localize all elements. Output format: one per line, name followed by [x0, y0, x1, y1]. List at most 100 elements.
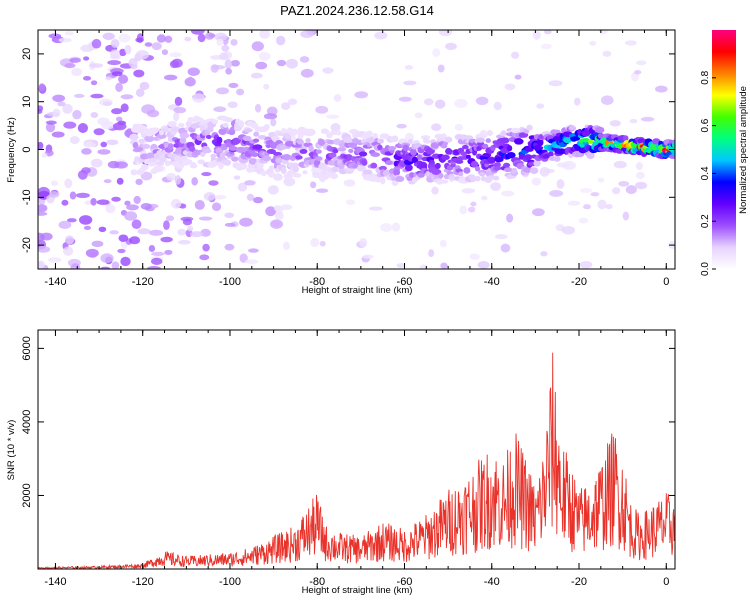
spectrogram-cell	[38, 204, 48, 213]
spectrogram-cell	[319, 240, 326, 247]
spectrogram-cell	[579, 261, 593, 269]
snr-ytick-label: 2000	[21, 483, 33, 507]
spectrogram-cell	[540, 43, 552, 50]
spectrogram-cell	[315, 105, 329, 114]
spectrogram-cell	[91, 240, 104, 248]
spectrogram-cell	[174, 96, 183, 106]
spectrogram-cell	[500, 130, 507, 136]
spectrogram-cell	[133, 69, 145, 78]
spectrogram-cell	[374, 31, 388, 40]
spectrogram-cell	[182, 158, 193, 165]
spectrogram-cell	[493, 162, 501, 168]
spectrogram-cell	[332, 148, 339, 154]
spectrogram-cell	[343, 179, 356, 187]
spectrogram-cell	[120, 103, 129, 113]
spectrogram-cell	[470, 160, 479, 168]
spectrogram-cell	[655, 85, 668, 93]
spectrogram-cell	[445, 42, 457, 51]
snr-xlabel: Height of straight line (km)	[302, 585, 413, 596]
spectrogram-cell	[218, 162, 224, 170]
snr-xtick-label: -40	[484, 576, 500, 588]
spectrogram-cell	[109, 49, 121, 59]
spectrogram-cell	[336, 130, 342, 136]
spectrogram-cell	[597, 199, 607, 210]
spectrogram-cell	[434, 99, 446, 109]
spectrogram-cell	[107, 60, 121, 66]
spectrogram-cell	[461, 144, 469, 150]
spectrogram-cell	[82, 75, 92, 81]
spectrogram-cell	[224, 243, 235, 251]
spectrogram-cell	[47, 257, 62, 263]
spectrogram-cell	[578, 217, 589, 224]
spectrogram-cell	[333, 94, 342, 103]
spectrogram-xtick-label: -20	[571, 276, 587, 288]
spectrogram-cell	[214, 194, 227, 200]
spectrogram-cell	[51, 131, 65, 138]
colorbar-tick-label: 0.0	[700, 262, 711, 276]
spectrogram-cell	[536, 139, 544, 147]
spectrogram-cell	[314, 156, 323, 161]
colorbar-tick-label: 0.2	[700, 214, 711, 228]
spectrogram-cell	[83, 141, 96, 148]
spectrogram-cell	[293, 173, 302, 178]
spectrogram-cell	[331, 166, 340, 173]
spectrogram-cell	[115, 82, 123, 93]
spectrogram-cell	[438, 173, 444, 179]
spectrogram-cell	[431, 186, 439, 195]
spectrogram-cell	[81, 167, 91, 174]
spectrogram-cell	[224, 117, 233, 123]
spectrogram-cell	[198, 216, 213, 221]
spectrogram-cell	[511, 51, 520, 59]
spectrogram-cell	[482, 152, 492, 158]
spectrogram-cell	[292, 165, 300, 173]
spectrogram-cell	[362, 254, 374, 259]
spectrogram-cell	[361, 159, 368, 166]
spectrogram-cell	[485, 138, 491, 143]
spectrogram-cell	[597, 177, 605, 183]
spectrogram-cell	[461, 188, 476, 194]
spectrogram-cell	[317, 139, 326, 146]
spectrogram-cell	[263, 83, 270, 90]
spectrogram-cell	[99, 98, 113, 106]
spectrogram-cell	[128, 58, 138, 68]
spectrogram-cell	[476, 137, 485, 143]
spectrogram-ytick-label: 20	[21, 48, 33, 60]
spectrogram-cell	[224, 212, 235, 219]
spectrogram-cell	[244, 259, 259, 265]
spectrogram-cell	[223, 159, 232, 166]
spectrogram-cell	[70, 263, 81, 269]
spectrogram-cell	[548, 151, 554, 158]
spectrogram-cell	[187, 225, 194, 232]
spectrogram-cell	[57, 101, 66, 107]
spectrogram-cell	[295, 155, 303, 160]
spectrogram-cell	[81, 148, 92, 155]
spectrogram-cell	[219, 152, 226, 159]
spectrogram-cell	[228, 82, 239, 89]
spectrogram-cell	[124, 200, 131, 206]
spectrogram-cell	[66, 218, 77, 223]
spectrogram-cell	[459, 205, 468, 215]
spectrogram-cell	[45, 120, 57, 125]
spectrogram-cell	[410, 148, 417, 156]
spectrogram-cell	[73, 93, 85, 98]
spectrogram-cell	[69, 57, 81, 63]
spectrogram-cell	[244, 180, 256, 186]
spectrogram-cell	[306, 128, 316, 136]
spectrogram-cell	[62, 246, 74, 256]
spectrogram-cell	[314, 159, 321, 166]
spectrogram-cell	[310, 237, 320, 248]
spectrogram-cell	[166, 172, 177, 181]
spectrogram-cell	[85, 248, 99, 258]
spectrogram-cell	[252, 144, 263, 150]
chart-title: PAZ1.2024.236.12.58.G14	[280, 3, 434, 18]
spectrogram-cell	[354, 91, 369, 99]
spectrogram-cell	[477, 261, 490, 269]
spectrogram-cell	[100, 253, 114, 264]
spectrogram-cell	[106, 139, 119, 146]
spectrogram-cell	[465, 154, 471, 159]
spectrogram-cell	[454, 98, 468, 108]
spectrogram-ytick-label: 0	[21, 146, 33, 152]
spectrogram-ytick-label: -20	[21, 237, 33, 253]
spectrogram-cell	[140, 164, 149, 171]
spectrogram-cell	[129, 133, 139, 141]
